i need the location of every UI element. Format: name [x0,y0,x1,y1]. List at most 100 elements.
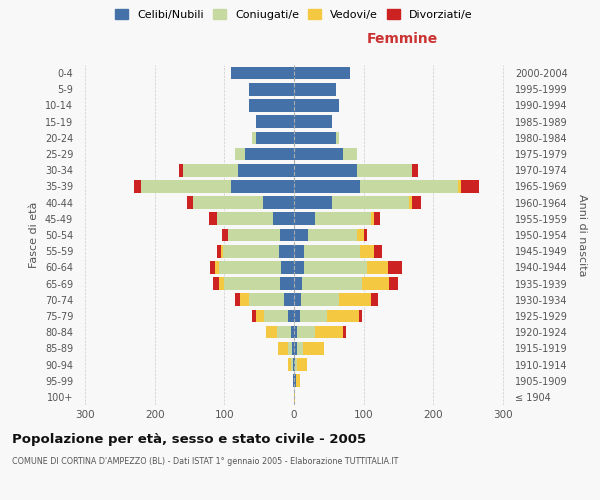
Bar [273,212,294,225]
Bar [294,148,343,160]
Bar [249,294,284,306]
Bar [252,132,256,144]
Bar [359,310,362,322]
Bar [288,358,291,371]
Bar [412,196,421,209]
Bar [209,261,215,274]
Bar [409,196,412,209]
Bar [295,358,297,371]
Bar [256,116,294,128]
Bar [221,245,223,258]
Text: Femmine: Femmine [367,32,437,46]
Bar [299,310,328,322]
Bar [266,326,277,338]
Bar [388,261,402,274]
Bar [315,326,343,338]
Bar [179,164,182,176]
Bar [294,374,296,387]
Bar [182,164,238,176]
Bar [302,278,362,290]
Bar [294,294,301,306]
Bar [301,294,339,306]
Bar [343,326,346,338]
Bar [294,358,295,371]
Bar [332,196,409,209]
Bar [374,212,380,225]
Bar [134,180,141,192]
Bar [219,278,224,290]
Bar [256,132,294,144]
Bar [294,132,336,144]
Bar [223,245,278,258]
Bar [217,212,273,225]
Bar [213,278,219,290]
Bar [357,228,364,241]
Bar [264,310,289,322]
Bar [217,245,221,258]
Bar [294,83,336,96]
Bar [303,342,324,354]
Bar [277,326,290,338]
Text: Popolazione per età, sesso e stato civile - 2005: Popolazione per età, sesso e stato civil… [12,432,366,446]
Bar [294,99,339,112]
Bar [294,196,332,209]
Bar [371,294,377,306]
Bar [294,228,308,241]
Bar [228,228,280,241]
Bar [231,180,294,192]
Bar [339,294,371,306]
Bar [215,261,219,274]
Bar [293,374,294,387]
Bar [294,116,332,128]
Bar [241,294,249,306]
Bar [278,245,294,258]
Bar [357,164,412,176]
Bar [362,278,389,290]
Bar [238,164,294,176]
Bar [280,228,294,241]
Bar [249,83,294,96]
Bar [235,294,241,306]
Bar [235,148,245,160]
Bar [461,180,479,192]
Bar [293,358,294,371]
Y-axis label: Anni di nascita: Anni di nascita [577,194,587,276]
Bar [249,99,294,112]
Bar [245,148,294,160]
Bar [263,196,294,209]
Bar [298,326,315,338]
Bar [297,358,307,371]
Bar [294,180,360,192]
Bar [308,228,357,241]
Bar [371,212,374,225]
Bar [291,358,293,371]
Bar [389,278,398,290]
Bar [294,245,304,258]
Bar [296,374,299,387]
Bar [290,326,294,338]
Bar [367,261,388,274]
Bar [141,180,231,192]
Bar [336,132,339,144]
Bar [256,310,264,322]
Bar [304,261,367,274]
Bar [280,278,294,290]
Legend: Celibi/Nubili, Coniugati/e, Vedovi/e, Divorziati/e: Celibi/Nubili, Coniugati/e, Vedovi/e, Di… [115,10,473,20]
Bar [458,180,461,192]
Bar [294,278,302,290]
Bar [219,261,281,274]
Bar [294,342,298,354]
Bar [294,164,357,176]
Y-axis label: Fasce di età: Fasce di età [29,202,39,268]
Bar [289,342,292,354]
Bar [193,196,263,209]
Bar [294,212,315,225]
Bar [315,212,371,225]
Bar [231,67,294,80]
Bar [364,228,367,241]
Bar [304,245,360,258]
Bar [412,164,418,176]
Bar [222,228,228,241]
Bar [294,310,299,322]
Text: COMUNE DI CORTINA D'AMPEZZO (BL) - Dati ISTAT 1° gennaio 2005 - Elaborazione TUT: COMUNE DI CORTINA D'AMPEZZO (BL) - Dati … [12,458,398,466]
